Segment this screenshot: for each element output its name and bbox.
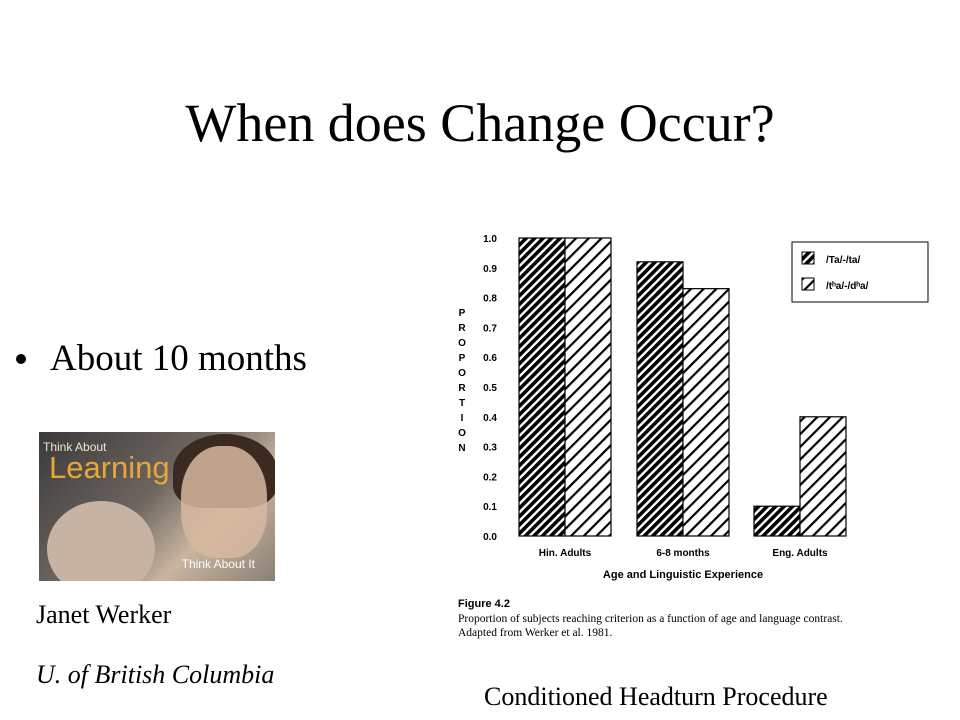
bullet-item: About 10 months [16,337,307,380]
y-tick-label: 0.2 [483,472,497,483]
researcher-name: Janet Werker [36,600,172,629]
x-tick-label: 6-8 months [656,548,710,559]
legend-label-series-1: /Ta/-/ta/ [826,255,860,266]
bar-series-2-0 [564,237,612,537]
x-axis-title: Age and Linguistic Experience [603,569,763,581]
bar-series-2-1 [682,288,730,537]
y-tick-label: 0.5 [483,383,497,394]
bar-series-2-2 [799,416,847,537]
y-axis-title-letter: O [458,368,466,379]
procedure-caption: Conditioned Headturn Procedure [484,682,828,711]
y-axis-title-letter: I [461,413,464,424]
bar-series-1-2 [753,505,801,537]
y-axis-title-letter: P [459,308,466,319]
y-tick-label: 0.6 [483,353,497,364]
figure-caption-line-2: Adapted from Werker et al. 1981. [458,627,613,640]
bullet-text: About 10 months [50,338,307,379]
bar-chart: 0.0 0.1 0.2 0.3 0.4 0.5 0.6 0.7 0.8 0.9 1.0 Hin. A… [458,234,929,581]
cover-think-about: Think About [43,440,107,454]
bar-series-1-0 [518,237,566,537]
x-tick-label: Hin. Adults [539,548,592,559]
y-axis-title-letter: O [458,428,466,439]
slide-title: When does Change Occur? [185,93,775,153]
figure-caption: Figure 4.2 Proportion of subjects reachi… [458,598,948,641]
figure-label: Figure 4.2 [458,598,510,610]
y-axis-title-letter: N [458,443,465,454]
photo-face [181,446,267,558]
y-tick-label: 0.3 [483,443,497,454]
legend-label-series-2: /tʰa/-/dʰa/ [826,281,869,292]
y-tick-label: 0.7 [483,323,497,334]
photo-child [47,501,155,581]
y-tick-label: 0.4 [483,413,497,424]
y-tick-label: 0.0 [483,532,497,543]
y-axis-title-letter: T [459,398,465,409]
y-tick-label: 1.0 [483,234,497,245]
y-axis-title-letter: P [459,353,466,364]
y-axis-title-letter: R [458,383,466,394]
book-cover-photo: Think About Learning Think About It [39,432,275,581]
figure-caption-line-1: Proportion of subjects reaching criterio… [458,612,843,625]
cover-small-text: Think About It [181,557,255,571]
legend: /Ta/-/ta/ /tʰa/-/dʰa/ [791,241,929,303]
bar-series-1-1 [636,261,684,537]
y-axis-title-letter: R [458,323,466,334]
legend-box [791,241,929,303]
y-axis-title-letter: O [458,338,466,349]
legend-swatch-series-2 [801,277,815,291]
y-tick-label: 0.8 [483,294,497,305]
x-tick-label: Eng. Adults [772,548,828,559]
researcher-affiliation: U. of British Columbia [36,660,275,689]
bullet-dot [16,353,26,364]
legend-swatch-series-1 [801,251,815,265]
y-tick-label: 0.9 [483,264,497,275]
cover-learning: Learning [49,450,170,485]
y-tick-label: 0.1 [483,502,497,513]
